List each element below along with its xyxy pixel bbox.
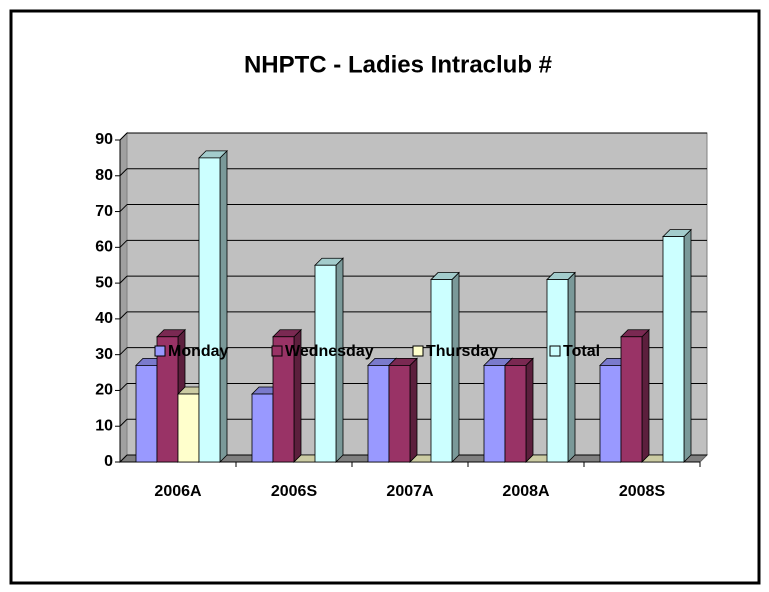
- chart-title: NHPTC - Ladies Intraclub #: [244, 51, 552, 78]
- bar: [599, 364, 622, 463]
- grid-line: [119, 132, 128, 141]
- grid-line: [119, 168, 128, 177]
- y-tick-label: 70: [95, 203, 113, 220]
- y-tick-label: 10: [95, 417, 113, 434]
- bar: [272, 336, 295, 463]
- grid-line: [119, 275, 128, 284]
- bar-side: [219, 149, 228, 463]
- x-tick-label: 2007A: [386, 483, 434, 500]
- bar: [314, 264, 337, 463]
- bar: [251, 393, 274, 463]
- x-tick-label: 2006S: [271, 483, 318, 500]
- legend-swatch: [412, 345, 424, 357]
- legend-label: Thursday: [426, 343, 498, 360]
- side-wall: [119, 131, 128, 464]
- grid-line: [119, 204, 128, 212]
- y-tick-label: 90: [95, 131, 113, 148]
- grid-line: [119, 418, 128, 427]
- bar-side: [683, 228, 692, 463]
- bar: [367, 364, 390, 463]
- legend-label: Wednesday: [285, 343, 374, 360]
- grid-line: [119, 383, 128, 391]
- bar: [662, 236, 685, 463]
- legend-swatch: [271, 345, 283, 357]
- y-tick-label: 60: [95, 239, 113, 256]
- bar-side: [641, 328, 650, 463]
- bar-side: [451, 271, 460, 463]
- bar: [135, 364, 158, 463]
- grid-line: [119, 239, 128, 248]
- bar: [504, 364, 527, 463]
- grid-line: [119, 347, 128, 356]
- y-tick-label: 50: [95, 274, 113, 291]
- bar: [430, 279, 453, 463]
- bar: [177, 393, 200, 463]
- grid-line: [119, 454, 128, 463]
- y-tick-label: 0: [104, 453, 113, 470]
- bar: [546, 279, 569, 463]
- x-tick-label: 2008A: [502, 483, 550, 500]
- y-tick-label: 40: [95, 310, 113, 327]
- bar-side: [567, 271, 576, 463]
- y-tick-label: 80: [95, 167, 113, 184]
- bar: [388, 364, 411, 463]
- y-tick-label: 20: [95, 382, 113, 399]
- bar: [620, 336, 643, 463]
- legend-swatch: [549, 345, 561, 357]
- bar-side: [409, 357, 418, 463]
- y-tick-label: 30: [95, 346, 113, 363]
- bar-side: [525, 357, 534, 463]
- x-tick-label: 2006A: [154, 483, 202, 500]
- legend-label: Total: [563, 343, 600, 360]
- legend-swatch: [154, 345, 166, 357]
- legend-label: Monday: [168, 343, 229, 360]
- bar: [198, 157, 221, 463]
- bar: [483, 364, 506, 463]
- x-tick-label: 2008S: [619, 483, 666, 500]
- grid-line: [119, 311, 128, 320]
